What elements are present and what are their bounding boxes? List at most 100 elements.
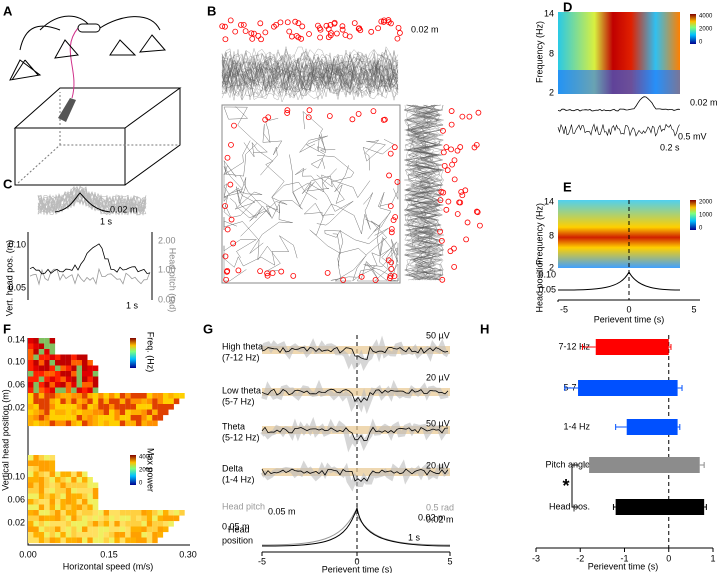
spectrogram-d-low [558, 70, 680, 94]
heatmap-cell [44, 466, 50, 472]
heatmap-cell [71, 409, 77, 416]
panel-label: F [3, 321, 11, 336]
heatmap-cell [71, 526, 77, 533]
heatmap-cell [82, 532, 88, 538]
heatmap-cell [55, 420, 61, 427]
heatmap-cell [33, 365, 39, 372]
heatmap-cell [141, 532, 147, 538]
heatmap-cell [33, 404, 39, 410]
event-marker [295, 34, 302, 41]
heatmap-cell [60, 482, 66, 489]
heatmap-cell [55, 371, 61, 377]
trajectory [221, 49, 399, 79]
y-label: Frequency (Hz) [534, 21, 544, 83]
heatmap-cell [44, 493, 50, 500]
heatmap-cell [71, 420, 77, 427]
colorbar-tick: 2000 [699, 200, 713, 206]
trace [261, 426, 449, 442]
heatmap-cell [28, 376, 34, 383]
event-marker [227, 181, 234, 188]
y-tick-label: 0.10 [7, 356, 25, 366]
heatmap-cell [114, 521, 120, 527]
heatmap-cell [65, 526, 72, 533]
heatmap-cell [65, 371, 72, 377]
heatmap-cell [49, 404, 56, 410]
x-label: Horizontal speed (m/s) [63, 561, 154, 571]
category-label: Pitch angle [545, 459, 590, 469]
heatmap-cell [146, 398, 153, 405]
heatmap-cell [82, 493, 88, 500]
heatmap-cell [114, 415, 120, 421]
heatmap-cell [76, 365, 83, 372]
heatmap-cell [92, 515, 99, 522]
heatmap-cell [146, 537, 153, 544]
event-marker [390, 217, 397, 224]
heatmap-cell [130, 415, 137, 421]
event-marker [224, 226, 231, 233]
error-bar [704, 504, 707, 510]
heatmap-cell [44, 499, 50, 505]
heatmap-cell [44, 360, 50, 366]
heatmap-cell [65, 515, 72, 522]
trajectory [223, 239, 258, 282]
heatmap-cell [82, 393, 88, 399]
y2-tick-label: 2.00 [158, 235, 176, 245]
sem-band [260, 459, 450, 492]
heatmap-cell [152, 532, 158, 538]
heatmap-cell [141, 398, 147, 405]
heatmap-cell [76, 504, 83, 511]
heatmap-cell [44, 338, 50, 344]
heatmap-cell [38, 371, 45, 377]
heatmap-cell [98, 526, 104, 533]
event-marker [257, 268, 263, 275]
heatmap-cell [60, 521, 66, 527]
heatmap-cell [87, 477, 93, 483]
event-marker [394, 179, 401, 185]
heatmap-cell [55, 537, 61, 544]
heatmap-cell [60, 365, 66, 372]
event-marker [235, 267, 242, 274]
heatmap-cell [60, 409, 66, 416]
heatmap-cell [49, 354, 56, 361]
heatmap-cell [152, 537, 158, 544]
heatmap-cell [76, 493, 83, 500]
heatmap-cell [109, 404, 115, 410]
heatmap-cell [163, 526, 169, 533]
error-bar [612, 504, 616, 510]
trajectory [362, 139, 395, 171]
category-label: 5-7 Hz [563, 382, 590, 392]
heatmap-cell [55, 499, 61, 505]
heatmap-cell [103, 510, 110, 516]
heatmap-cell [152, 521, 158, 527]
heatmap-cell [60, 376, 66, 383]
heatmap-cell [38, 343, 45, 350]
event-marker [306, 31, 312, 37]
heatmap-cell [130, 532, 137, 538]
heatmap-cell [33, 504, 39, 511]
trajectory [221, 66, 399, 93]
scale-label: 0.02 m [690, 97, 718, 107]
heatmap-cell [82, 521, 88, 527]
heatmap-cell [76, 471, 83, 478]
event-marker [284, 107, 291, 114]
scale-label: 50 µV [426, 330, 450, 340]
heatmap-cell [71, 387, 77, 394]
event-marker [459, 192, 466, 199]
heatmap-cell [33, 354, 39, 361]
heatmap-cell [92, 409, 99, 416]
heatmap-cell [163, 515, 169, 522]
event-marker [444, 167, 451, 174]
heatmap-cell [136, 398, 142, 405]
heatmap-cell [152, 393, 158, 399]
heatmap-cell [28, 460, 34, 467]
heatmap-cell [38, 420, 45, 427]
heatmap-cell [28, 393, 34, 399]
heatmap-cell [168, 521, 174, 527]
heatmap-cell [38, 404, 45, 410]
heatmap-cell [82, 510, 88, 516]
event-marker [477, 222, 483, 229]
event-marker [240, 21, 247, 28]
event-marker [466, 113, 473, 120]
x-tick-label: -5 [258, 556, 266, 566]
heatmap-cell [103, 409, 110, 416]
